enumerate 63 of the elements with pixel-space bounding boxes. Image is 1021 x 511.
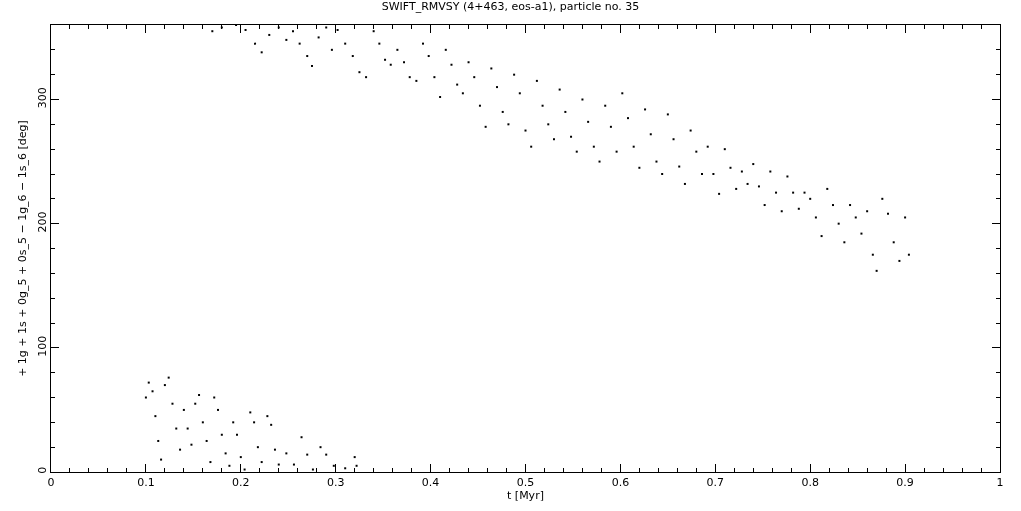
- y-tick-label: 100: [35, 335, 49, 357]
- point: [306, 453, 309, 456]
- point: [160, 458, 163, 461]
- x-tick-label: 0.5: [516, 476, 535, 490]
- point: [167, 376, 170, 379]
- x-tick-label: 0.7: [706, 476, 725, 490]
- point: [182, 408, 185, 411]
- point: [355, 464, 358, 467]
- point: [266, 415, 269, 418]
- point: [325, 453, 328, 456]
- x-tick-label: 0.4: [421, 476, 440, 490]
- y-tick-label: 300: [35, 87, 49, 109]
- x-axis-title: t [Myr]: [507, 489, 544, 503]
- point: [224, 452, 227, 455]
- point: [163, 384, 166, 387]
- point: [256, 446, 259, 449]
- point: [273, 448, 276, 451]
- point: [220, 433, 223, 436]
- point: [194, 402, 197, 405]
- point: [249, 411, 252, 414]
- x-tick-label: 0.1: [137, 476, 155, 490]
- point: [209, 461, 212, 464]
- point: [285, 452, 288, 455]
- point: [332, 464, 335, 467]
- point: [147, 381, 150, 384]
- point: [179, 448, 182, 451]
- point: [201, 421, 204, 424]
- point: [228, 464, 231, 467]
- point: [205, 439, 208, 442]
- y-axis-title: + 1g + 1s + 0g_5 + 0s_5 − 1g_6 − 1s_6 [deg]: [16, 120, 30, 377]
- point: [260, 461, 263, 464]
- point: [270, 423, 273, 426]
- y-tick-label: 200: [35, 211, 49, 233]
- point: [198, 394, 201, 397]
- point: [232, 421, 235, 424]
- chart-title: SWIFT_RMVSY (4+463, eos-a1), particle no. 35: [381, 0, 640, 14]
- point: [277, 463, 280, 466]
- point: [253, 421, 256, 424]
- x-tick-label: 0.6: [611, 476, 630, 490]
- point: [292, 463, 295, 466]
- point: [344, 467, 347, 470]
- point: [144, 396, 147, 399]
- x-tick-label: 0.8: [801, 476, 819, 490]
- point: [217, 408, 220, 411]
- point: [353, 456, 356, 459]
- point: [175, 427, 178, 430]
- point: [157, 439, 160, 442]
- x-tick-label: 0.2: [232, 476, 250, 490]
- point: [190, 443, 193, 446]
- point: [311, 468, 314, 471]
- point: [300, 436, 303, 439]
- point: [243, 468, 246, 471]
- point: [319, 446, 322, 449]
- point: [154, 415, 157, 418]
- y-tick-label: 0: [35, 466, 49, 474]
- x-tick-label: 0.3: [326, 476, 345, 490]
- point: [151, 390, 154, 393]
- x-tick-label: 1: [996, 476, 1004, 490]
- point: [171, 402, 174, 405]
- point: [186, 427, 189, 430]
- x-tick-label: 0.9: [896, 476, 914, 490]
- point: [239, 456, 242, 459]
- point: [213, 396, 216, 399]
